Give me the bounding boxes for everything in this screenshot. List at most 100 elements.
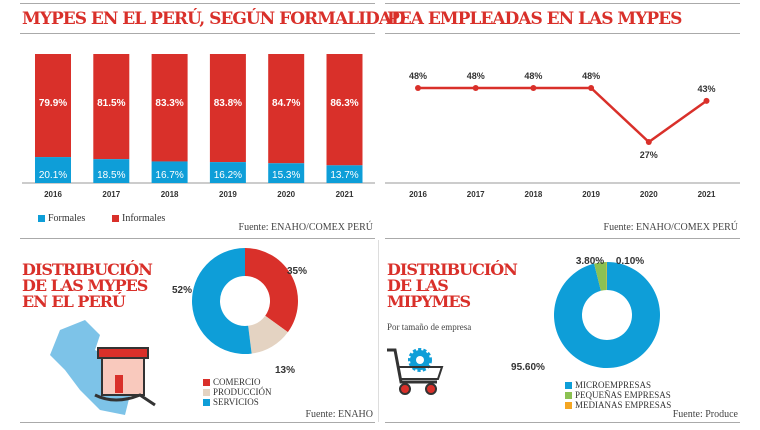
legend-item: MICROEMPRESAS xyxy=(565,380,671,390)
donut-slice xyxy=(245,248,298,333)
legend-label: MEDIANAS EMPRESAS xyxy=(575,400,672,410)
divider xyxy=(20,238,375,239)
data-label: 48% xyxy=(409,71,427,81)
data-point xyxy=(645,139,652,145)
bar-formales xyxy=(93,159,130,183)
legend-swatch xyxy=(203,378,210,386)
data-label: 79.9% xyxy=(39,98,67,109)
data-label: 27% xyxy=(640,150,658,160)
divider xyxy=(385,238,740,239)
data-label: 35% xyxy=(287,266,307,277)
peru-map-shop-illustration xyxy=(50,320,156,415)
divider xyxy=(20,422,375,423)
data-label: 15.3% xyxy=(272,170,300,181)
legend-label: Formales xyxy=(48,213,86,224)
legend-swatch xyxy=(112,215,119,222)
data-point xyxy=(530,85,537,91)
data-label: 16.2% xyxy=(214,170,242,181)
legend-swatch xyxy=(203,388,210,396)
data-label: 16.7% xyxy=(155,170,183,181)
data-label: 43% xyxy=(697,84,715,94)
source-note: Fuente: ENAHO/COMEX PERÚ xyxy=(603,222,738,233)
divider xyxy=(378,240,379,422)
x-tick-label: 2019 xyxy=(219,190,237,199)
x-tick-label: 2020 xyxy=(640,190,658,199)
data-label: 81.5% xyxy=(97,98,125,109)
data-label: 95.60% xyxy=(511,362,545,373)
x-tick-label: 2017 xyxy=(467,190,485,199)
bar-informales xyxy=(268,54,305,164)
donut-slice xyxy=(192,248,252,354)
source-note: Fuente: ENAHO xyxy=(305,409,374,420)
legend-item: COMERCIO xyxy=(203,377,272,387)
bar-informales xyxy=(326,54,363,166)
data-label: 83.3% xyxy=(155,98,183,109)
divider xyxy=(385,422,740,423)
donut-slice xyxy=(554,262,660,368)
bar-informales xyxy=(151,54,188,162)
data-label: 83.8% xyxy=(214,98,242,109)
x-tick-label: 2021 xyxy=(336,190,354,199)
data-label: 48% xyxy=(524,71,542,81)
x-tick-label: 2019 xyxy=(582,190,600,199)
x-tick-label: 2018 xyxy=(525,190,543,199)
x-tick-label: 2018 xyxy=(161,190,179,199)
shopping-cart-gear-icon xyxy=(387,348,444,395)
donut-slice xyxy=(248,315,288,354)
legend-item: PEQUEÑAS EMPRESAS xyxy=(565,390,671,400)
data-label: 52% xyxy=(172,285,192,296)
bar-formales xyxy=(268,163,305,183)
bar-formales xyxy=(151,161,188,183)
legend-formales: Formales xyxy=(38,213,85,224)
legend-label: PEQUEÑAS EMPRESAS xyxy=(575,390,671,400)
chart-title: DISTRIBUCIÓN DE LAS MIPYMES xyxy=(387,260,518,311)
source-note: Fuente: Produce xyxy=(672,409,738,420)
divider xyxy=(20,3,375,4)
legend-label: COMERCIO xyxy=(213,377,261,387)
x-tick-label: 2021 xyxy=(698,190,716,199)
legend-swatch xyxy=(565,381,572,389)
legend-item: SERVICIOS xyxy=(203,397,272,407)
data-label: 86.3% xyxy=(330,98,358,109)
data-label: 13.7% xyxy=(330,170,358,181)
data-point xyxy=(415,85,421,91)
legend-swatch xyxy=(203,398,210,406)
legend-label: Informales xyxy=(122,213,166,224)
data-point xyxy=(472,85,479,91)
donut-chart-tamano: 95.60% 3.80% 0.10% xyxy=(511,256,660,373)
legend-item: PRODUCCIÓN xyxy=(203,387,272,397)
divider xyxy=(385,33,740,34)
data-label: 48% xyxy=(582,71,600,81)
legend-item: MEDIANAS EMPRESAS xyxy=(565,400,671,410)
legend-label: PRODUCCIÓN xyxy=(213,387,272,397)
source-note: Fuente: ENAHO/COMEX PERÚ xyxy=(238,222,373,233)
bar-informales xyxy=(35,54,71,158)
chart-title: PEA EMPLEADAS EN LAS MYPES xyxy=(387,9,682,29)
donut-chart-sectores: 35% 13% 52% xyxy=(172,248,307,376)
legend-swatch xyxy=(565,401,572,409)
x-tick-label: 2016 xyxy=(44,190,62,199)
data-label: 3.80% xyxy=(576,256,604,267)
data-label: 20.1% xyxy=(39,170,67,181)
divider xyxy=(20,33,375,34)
line-chart: 48% 2016 48% 2017 48% 2018 48% 2019 27% 2020 43% 20… xyxy=(385,71,740,199)
data-label: 13% xyxy=(275,365,295,376)
bar-informales xyxy=(93,54,130,160)
data-label: 18.5% xyxy=(97,170,125,181)
bar-informales xyxy=(209,54,246,163)
series-line xyxy=(418,86,708,144)
data-label: 0.10% xyxy=(616,256,644,267)
data-label: 48% xyxy=(467,71,485,81)
x-tick-label: 2020 xyxy=(277,190,295,199)
legend-swatch xyxy=(38,215,45,222)
legend-swatch xyxy=(565,391,572,399)
legend-label: MICROEMPRESAS xyxy=(575,380,652,390)
legend-label: SERVICIOS xyxy=(213,397,259,407)
data-label: 84.7% xyxy=(272,98,300,109)
chart-subtitle: Por tamaño de empresa xyxy=(387,322,472,332)
data-point xyxy=(703,97,710,104)
legend-informales: Informales xyxy=(112,213,165,224)
chart-title: DISTRIBUCIÓN DE LAS MYPES EN EL PERÚ xyxy=(22,260,153,311)
chart-title: MYPES EN EL PERÚ, SEGÚN FORMALIDAD xyxy=(22,9,406,29)
data-point xyxy=(588,85,595,91)
